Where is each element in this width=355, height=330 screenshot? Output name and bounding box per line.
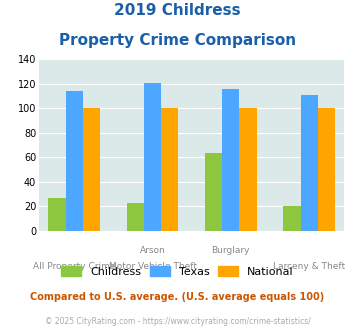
Text: Property Crime Comparison: Property Crime Comparison [59,33,296,48]
Text: Burglary: Burglary [212,246,250,255]
Bar [283,207,301,231]
Text: Arson: Arson [140,246,165,255]
Text: Motor Vehicle Theft: Motor Vehicle Theft [109,262,197,271]
Bar [205,152,222,231]
Bar [48,198,66,231]
Text: Larceny & Theft: Larceny & Theft [273,262,345,271]
Bar [318,109,335,231]
Text: 2019 Childress: 2019 Childress [114,3,241,18]
Bar [161,109,179,231]
Text: © 2025 CityRating.com - https://www.cityrating.com/crime-statistics/: © 2025 CityRating.com - https://www.city… [45,317,310,326]
Bar [301,95,318,231]
Bar [127,203,144,231]
Bar [240,109,257,231]
Text: All Property Crime: All Property Crime [33,262,115,271]
Bar [66,91,83,231]
Bar [144,83,161,231]
Legend: Childress, Texas, National: Childress, Texas, National [57,261,298,281]
Text: Compared to U.S. average. (U.S. average equals 100): Compared to U.S. average. (U.S. average … [31,292,324,302]
Bar [83,109,100,231]
Bar [222,89,240,231]
